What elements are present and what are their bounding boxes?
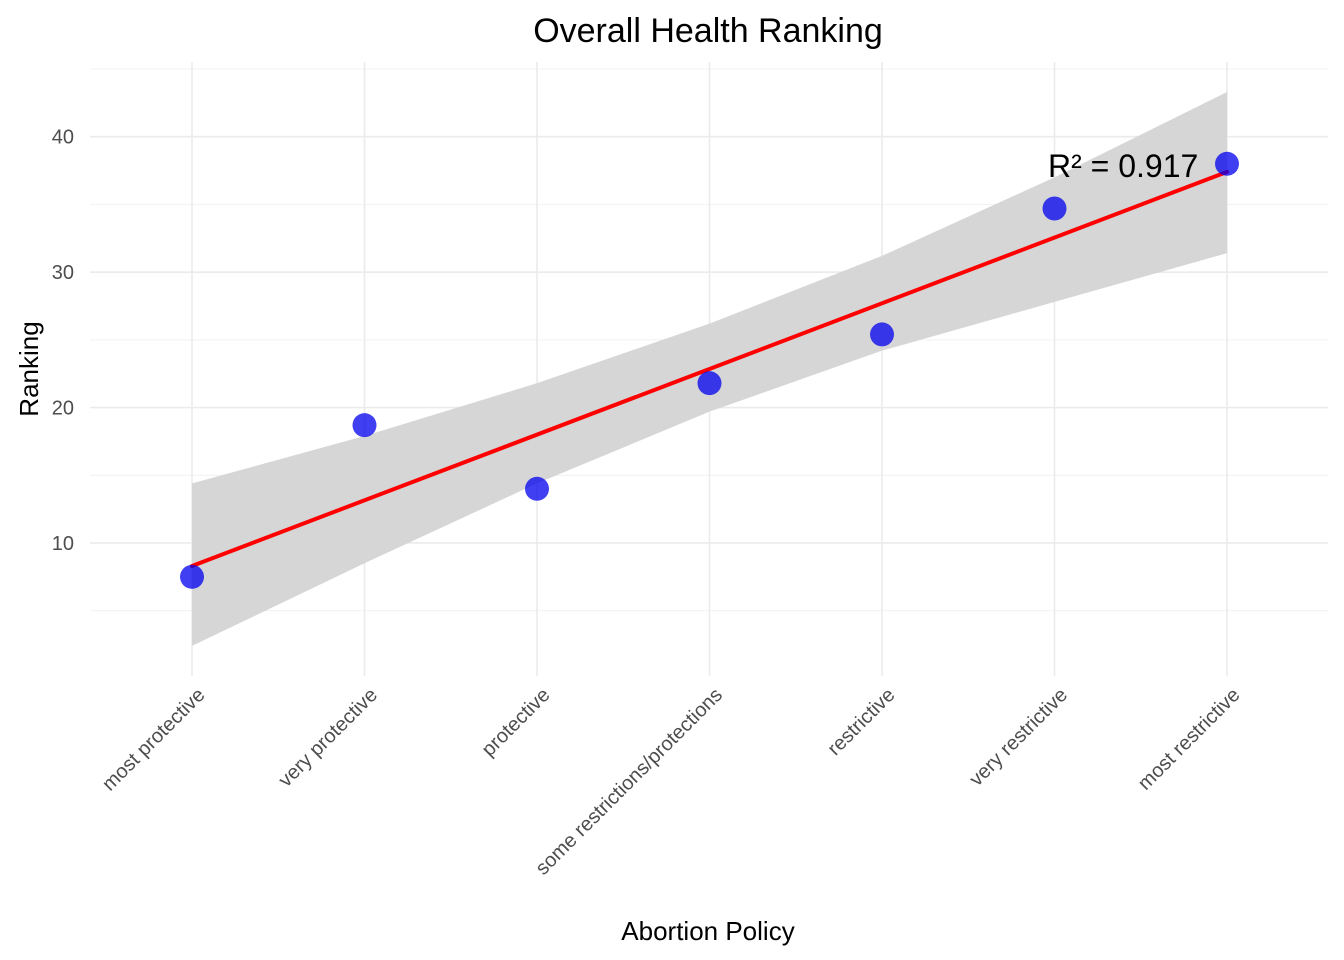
y-tick-label: 30 bbox=[52, 262, 74, 284]
x-tick-label: very restrictive bbox=[965, 684, 1072, 791]
data-point bbox=[697, 371, 722, 396]
data-point bbox=[870, 322, 894, 347]
x-tick-label: most protective bbox=[98, 684, 209, 795]
data-point bbox=[352, 413, 377, 438]
y-tick-label: 20 bbox=[52, 398, 74, 420]
x-axis-title: Abortion Policy bbox=[621, 916, 794, 946]
x-tick-label: most restrictive bbox=[1134, 684, 1245, 795]
data-point bbox=[525, 476, 549, 501]
x-tick-label: restrictive bbox=[823, 684, 899, 760]
data-points bbox=[180, 151, 1239, 589]
chart-title: Overall Health Ranking bbox=[533, 12, 883, 50]
y-tick-label: 40 bbox=[52, 127, 74, 149]
x-tick-label: very protective bbox=[275, 684, 383, 792]
r-squared-annotation: R² = 0.917 bbox=[1048, 148, 1198, 184]
x-axis-ticks: most protective very protective protective… bbox=[98, 684, 1244, 880]
y-axis-ticks: 10 20 30 40 bbox=[52, 127, 74, 555]
trend-line bbox=[190, 169, 1229, 569]
y-axis-title: Ranking bbox=[14, 321, 44, 416]
data-point bbox=[1042, 196, 1067, 221]
data-point bbox=[180, 564, 204, 589]
x-tick-label: some restrictions/protections bbox=[531, 684, 727, 880]
data-point bbox=[1215, 151, 1239, 176]
x-tick-label: protective bbox=[478, 684, 555, 761]
y-tick-label: 10 bbox=[52, 533, 74, 555]
